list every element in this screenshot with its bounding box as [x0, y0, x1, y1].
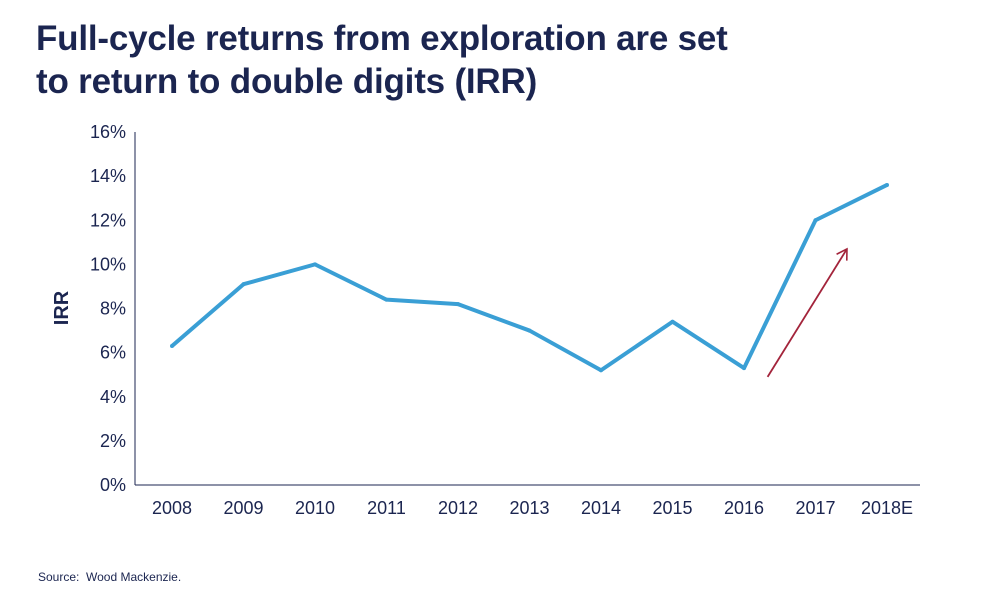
y-tick-label: 10% — [90, 254, 126, 274]
x-tick-label: 2016 — [724, 498, 764, 518]
data-point — [170, 344, 174, 349]
data-point — [885, 182, 889, 187]
y-tick-label: 16% — [90, 122, 126, 142]
x-tick-label: 2008 — [152, 498, 192, 518]
line-chart: 0%2%4%6%8%10%12%14%16% 2008 2009 2010 2011 2… — [51, 122, 920, 518]
annotations — [766, 247, 848, 378]
data-point — [599, 368, 603, 373]
data-point — [813, 218, 818, 223]
data-point — [313, 262, 317, 267]
data-point — [241, 282, 246, 287]
y-axis: 0% 2% 4% 6% 8% 10% 12% 14% 16% — [90, 122, 136, 495]
x-tick-label: 2009 — [223, 498, 263, 518]
data-point — [527, 328, 532, 333]
chart-title-line-2: to return to double digits (IRR) — [36, 62, 538, 101]
x-tick-label: 2017 — [795, 498, 835, 518]
x-tick-label: 2015 — [652, 498, 692, 518]
y-tick-label: 8% — [100, 299, 126, 319]
data-point — [670, 319, 675, 324]
x-tick-label: 2013 — [509, 498, 549, 518]
chart-title-line-1: Full-cycle returns from exploration are … — [36, 19, 728, 58]
y-tick-label: 2% — [100, 431, 126, 451]
y-tick-label: 12% — [90, 210, 126, 230]
x-tick-label: 2012 — [438, 498, 478, 518]
series-line — [170, 183, 888, 373]
x-tick-label: 2014 — [581, 498, 621, 518]
x-axis: 2008 2009 2010 2011 2012 2013 2014 2015 2016 2017… — [135, 484, 920, 518]
series-group — [170, 182, 889, 373]
data-point — [456, 302, 460, 307]
y-tick-label: 14% — [90, 166, 126, 186]
y-tick-label: 6% — [100, 343, 126, 363]
source-note: Source: Wood Mackenzie. — [38, 570, 182, 584]
y-tick-label: 4% — [100, 387, 126, 407]
y-tick-label: 0% — [100, 475, 126, 495]
x-tick-label: 2010 — [295, 498, 335, 518]
data-point — [384, 297, 389, 302]
y-axis-title: IRR — [51, 290, 73, 325]
x-tick-label: 2011 — [367, 498, 406, 518]
x-tick-label: 2018E — [861, 498, 913, 518]
trend-arrow — [766, 247, 848, 378]
chart-title: Full-cycle returns from exploration are … — [36, 17, 936, 103]
data-point — [742, 366, 746, 371]
